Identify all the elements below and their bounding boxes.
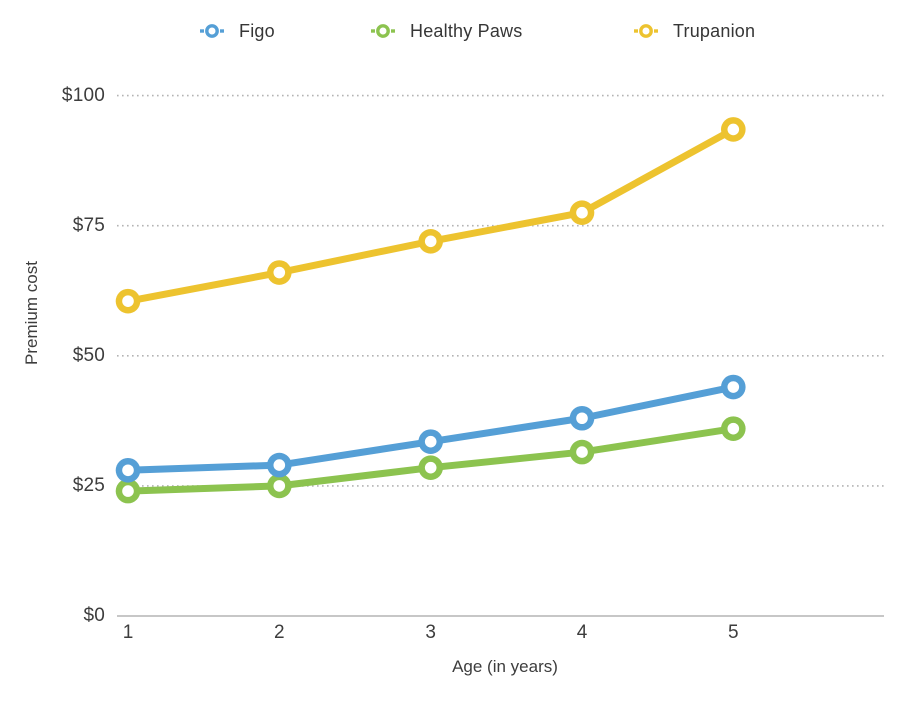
data-point-hole [727, 422, 740, 435]
x-tick-label-3: 3 [425, 622, 436, 643]
data-point-hole [122, 295, 134, 307]
legend-label: Figo [239, 20, 275, 41]
legend-item-trupanion: Trupanion [633, 14, 755, 48]
data-point-hole [576, 206, 588, 219]
data-point-hole [576, 446, 588, 458]
legend-marker-icon [634, 24, 658, 38]
data-point-hole [273, 266, 286, 279]
x-tick-label-1: 1 [122, 622, 134, 643]
data-point-hole [273, 480, 286, 492]
y-tick-label-50: $50 [72, 344, 105, 366]
y-tick-label-0: $0 [83, 605, 105, 626]
x-tick-label-4: 4 [576, 622, 588, 643]
legend-item-healthy-paws: Healthy Paws [370, 14, 522, 48]
legend-label: Trupanion [673, 20, 756, 41]
data-point-hole [727, 381, 740, 393]
x-tick-label-5: 5 [728, 622, 739, 643]
y-axis-title: Premium cost [22, 261, 41, 365]
x-tick-label-2: 2 [274, 622, 285, 643]
y-tick-label-25: $25 [72, 474, 105, 496]
series-line-trupanion [124, 125, 737, 305]
legend-label: Healthy Paws [410, 20, 523, 41]
legend-marker-icon [200, 24, 224, 38]
data-point-hole [424, 435, 437, 448]
legend-item-figo: Figo [199, 14, 275, 48]
x-axis-title: Age (in years) [452, 657, 558, 676]
y-tick-label-100: $100 [61, 84, 105, 106]
data-point-hole [576, 412, 588, 425]
data-point-hole [727, 123, 740, 136]
data-point-hole [122, 485, 134, 497]
data-point-hole [424, 461, 437, 474]
data-point-hole [424, 235, 437, 248]
y-tick-label-75: $75 [72, 214, 105, 236]
legend-marker-icon [371, 24, 395, 38]
chart-legend: Figo Healthy Paws Trupanion [0, 14, 900, 48]
data-point-hole [122, 464, 134, 477]
data-point-hole [273, 459, 286, 471]
